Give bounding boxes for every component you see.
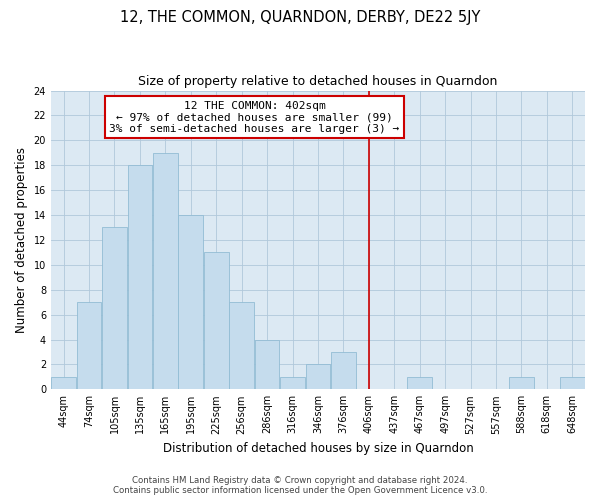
X-axis label: Distribution of detached houses by size in Quarndon: Distribution of detached houses by size … bbox=[163, 442, 473, 455]
Bar bbox=[128, 165, 152, 390]
Y-axis label: Number of detached properties: Number of detached properties bbox=[15, 147, 28, 333]
Title: Size of property relative to detached houses in Quarndon: Size of property relative to detached ho… bbox=[138, 75, 497, 88]
Bar bbox=[509, 377, 534, 390]
Bar bbox=[51, 377, 76, 390]
Bar bbox=[77, 302, 101, 390]
Bar bbox=[102, 228, 127, 390]
Text: 12 THE COMMON: 402sqm
← 97% of detached houses are smaller (99)
3% of semi-detac: 12 THE COMMON: 402sqm ← 97% of detached … bbox=[109, 100, 400, 134]
Bar bbox=[255, 340, 280, 390]
Bar bbox=[229, 302, 254, 390]
Bar bbox=[178, 215, 203, 390]
Bar bbox=[153, 153, 178, 390]
Text: Contains HM Land Registry data © Crown copyright and database right 2024.
Contai: Contains HM Land Registry data © Crown c… bbox=[113, 476, 487, 495]
Bar bbox=[407, 377, 432, 390]
Bar bbox=[204, 252, 229, 390]
Bar bbox=[305, 364, 330, 390]
Bar bbox=[331, 352, 356, 390]
Bar bbox=[560, 377, 584, 390]
Text: 12, THE COMMON, QUARNDON, DERBY, DE22 5JY: 12, THE COMMON, QUARNDON, DERBY, DE22 5J… bbox=[120, 10, 480, 25]
Bar bbox=[280, 377, 305, 390]
